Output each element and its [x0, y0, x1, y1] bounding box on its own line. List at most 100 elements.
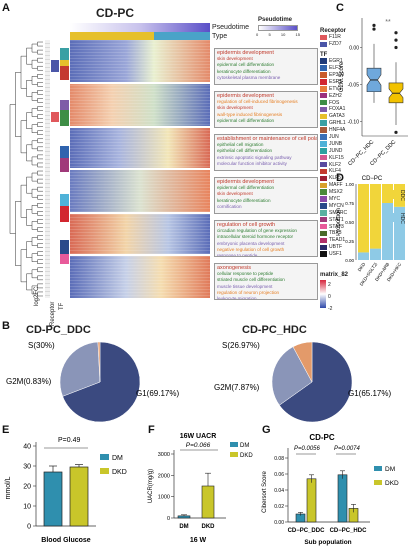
tf-legend-item: SMARC: [320, 209, 360, 216]
tf-legend-swatch: [320, 106, 327, 113]
tf-legend-item: KLF2: [320, 161, 360, 168]
e-legend-dm-swatch: [100, 454, 109, 460]
tf-legend-swatch: [320, 134, 327, 140]
tf-legend-item: FOS: [320, 99, 360, 106]
dendrogram-branch: [37, 194, 43, 200]
dendrogram-branch: [31, 108, 38, 117]
row-dendrogram: [9, 41, 43, 297]
tf-legend-item: MAFF: [320, 182, 360, 189]
tf-legend-label: USF1: [329, 251, 342, 258]
dendrogram-branch: [31, 156, 38, 166]
tf-legend-label: MYC: [329, 196, 341, 203]
pie-slice-g1: [62, 341, 141, 423]
dendrogram-branch: [37, 211, 43, 216]
receptor-col-label-text: Receptor: [50, 301, 56, 326]
dendrogram-branch: [26, 112, 32, 129]
panel-b-label: B: [2, 320, 10, 332]
tf-legend-swatch: [320, 141, 327, 147]
go-term-box: epidermis development epidermal cell diff…: [214, 177, 318, 214]
f-yticks: 3000 2000 1000 0: [158, 452, 174, 522]
dendrogram-branch: [37, 98, 43, 103]
d-bar-ddc: [358, 184, 369, 253]
e-legend-dkd-swatch: [100, 468, 109, 474]
go-term: intracellular steroid hormone receptor: [217, 234, 294, 240]
g-ytick-label: 0.08: [274, 456, 284, 462]
dendrogram-branch: [37, 130, 43, 135]
f-ytick-label: 2000: [158, 473, 170, 479]
dendrogram-branch: [31, 237, 38, 246]
go-term-box: epidermis development skin development epi…: [214, 48, 318, 85]
dendrogram-branch: [26, 209, 32, 226]
panel-a-label: A: [2, 2, 10, 14]
go-term: striated muscle cell differentiation: [217, 277, 285, 283]
c-ytick-label: -0.10: [348, 119, 360, 125]
dendrogram-branch: [31, 43, 38, 53]
f-title: 16W UACR: [180, 433, 217, 440]
e-yticks: 40 30 20 10 0: [23, 444, 36, 531]
tf-legend-label: STAT3: [329, 223, 344, 230]
f-legend-dkd-swatch: [230, 452, 238, 457]
dendrogram-branch: [37, 259, 43, 264]
go-term: epidermis development: [217, 93, 274, 99]
tf-legend-swatch: [320, 58, 327, 64]
go-term: epidermis development: [217, 179, 274, 185]
tf-legend-label: FOXA1: [329, 106, 346, 113]
dendrogram-branch: [37, 146, 43, 152]
dendrogram-branch: [37, 227, 43, 232]
d-bar-hdc: [358, 252, 369, 260]
pie-slice-s: [59, 341, 101, 397]
panel-g-label: G: [262, 424, 271, 436]
tf-legend-item: FOXA1: [320, 106, 360, 113]
tf-legend-swatch: [320, 237, 327, 244]
heatmap-block: [70, 84, 210, 126]
dendrogram-branch: [15, 201, 21, 266]
c-outlier: [394, 130, 398, 134]
dendrogram-branch: [37, 41, 43, 47]
d-ytick-label: 1.00: [345, 182, 354, 187]
dendrogram-branch: [26, 144, 32, 162]
g-xlabel: Sub population: [304, 539, 351, 546]
d-ylabel: Proportion: [336, 208, 342, 236]
blood-glucose-chart: P=0.49 mmol/L 40 30 20 10 0 Blood Glucose DM…: [5, 437, 127, 544]
tf-legend-title: TF: [320, 51, 328, 58]
e-ytick-label: 0: [27, 524, 31, 531]
f-ytick-label: 0: [167, 516, 170, 522]
e-xlabel: Blood Glucose: [41, 537, 91, 544]
e-pvalue: P=0.49: [58, 437, 80, 444]
type-track-label: Type: [212, 33, 228, 40]
tf-legend-item: JUN: [320, 134, 360, 141]
go-term: regulation of cell-induced fibrinogenesi…: [217, 99, 298, 105]
tf-legend-label: KLF15: [329, 154, 344, 161]
dendrogram-branch: [9, 104, 16, 234]
panel-f-label: F: [148, 424, 155, 436]
f-bar: [177, 515, 191, 519]
heatmap-block: [70, 256, 210, 298]
dendrogram-branch: [20, 55, 27, 89]
pie-hdc-g1-label: G1(65.17%): [348, 389, 391, 398]
dendrogram-branch: [37, 203, 43, 208]
pseudotime-tick: 10: [280, 32, 286, 37]
matrix-tick: 0: [328, 294, 331, 300]
pie-hdc-g2m-label: G2M(7.87%): [214, 383, 260, 392]
tf-legend-swatch: [320, 210, 327, 216]
go-term-box: epidermis development regulation of cell-…: [214, 91, 318, 128]
panel-d-label: D: [336, 172, 344, 184]
tf-legend-swatch: [320, 113, 327, 120]
dendrogram-branch: [31, 140, 38, 150]
tf-legend-label: MAFF: [329, 182, 343, 189]
go-term: wall-type induced fibrinogenesis: [217, 111, 283, 117]
c-outlier: [394, 45, 398, 50]
pie-ddc-g1-label: G1(69.17%): [136, 389, 179, 398]
go-term: epithelial cell differentiation: [217, 148, 273, 154]
dendrogram-branch: [20, 184, 27, 218]
go-term: embryonic placenta development: [217, 240, 285, 246]
go-term: keratinocyte differentiation: [217, 197, 271, 203]
tf-legend-label: JUN: [329, 134, 339, 141]
e-legend-dkd: DKD: [112, 469, 127, 476]
dendrogram-branch: [37, 251, 43, 256]
receptor-legend-item: F11R: [320, 34, 360, 41]
dendrogram-branch: [31, 221, 38, 230]
c-outlier: [372, 23, 376, 27]
d-yticks: 1.00 0.75 0.50 0.25 0.00: [345, 182, 354, 263]
dendrogram-branch: [37, 283, 43, 289]
